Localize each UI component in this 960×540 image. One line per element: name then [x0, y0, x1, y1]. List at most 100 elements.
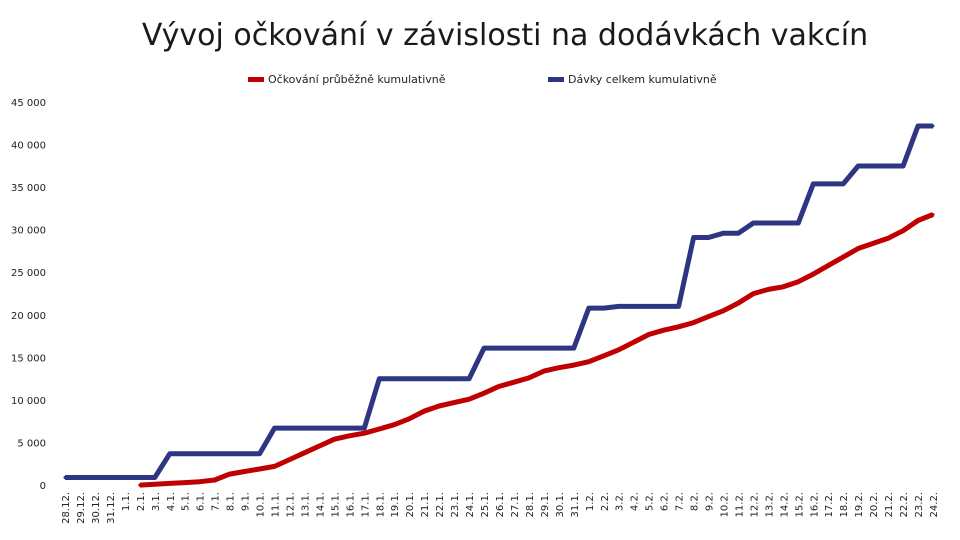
x-tick-label: 20.2. — [869, 492, 880, 517]
x-tick-label: 14.2. — [779, 492, 790, 517]
x-tick-label: 15.2. — [794, 492, 805, 517]
data-point — [347, 434, 351, 438]
data-point — [766, 221, 770, 225]
data-point — [931, 124, 935, 128]
x-tick-label: 28.12. — [61, 492, 72, 524]
data-point — [901, 229, 905, 233]
x-tick-label: 1.2. — [585, 492, 596, 511]
data-point — [422, 409, 426, 413]
x-tick-label: 23.2. — [914, 492, 925, 517]
series-line-doses — [65, 123, 933, 480]
data-point — [632, 304, 636, 308]
data-point — [168, 481, 172, 485]
y-tick-label: 35 000 — [11, 183, 46, 194]
data-point — [287, 426, 291, 430]
x-tick-label: 19.2. — [854, 492, 865, 517]
x-tick-label: 28.1. — [525, 492, 536, 517]
x-tick-label: 14.1. — [315, 492, 326, 517]
data-point — [273, 426, 277, 430]
data-point — [332, 437, 336, 441]
x-tick-label: 24.1. — [465, 492, 476, 517]
data-point — [467, 377, 471, 381]
x-tick-label: 3.2. — [615, 492, 626, 511]
x-tick-label: 11.1. — [271, 492, 282, 517]
data-point — [871, 241, 875, 245]
data-point — [841, 255, 845, 259]
data-point — [243, 452, 247, 456]
x-tick-label: 6.2. — [660, 492, 671, 511]
data-point — [886, 236, 890, 240]
chart-title: Vývoj očkování v závislosti na dodávkách… — [141, 18, 869, 53]
data-point — [138, 475, 142, 479]
data-point — [916, 124, 920, 128]
legend-swatch-doses — [548, 76, 564, 82]
y-tick-label: 0 — [40, 481, 46, 492]
data-point — [602, 354, 606, 358]
data-point — [707, 315, 711, 319]
x-tick-label: 21.2. — [884, 492, 895, 517]
data-point — [542, 346, 546, 350]
data-point — [317, 426, 321, 430]
data-point — [856, 247, 860, 251]
data-point — [78, 475, 82, 479]
data-point — [168, 452, 172, 456]
data-point — [228, 452, 232, 456]
data-point — [108, 475, 112, 479]
data-point — [542, 369, 546, 373]
x-tick-label: 12.2. — [749, 492, 760, 517]
data-point — [302, 426, 306, 430]
data-point — [183, 481, 187, 485]
data-point — [452, 401, 456, 405]
data-point — [736, 301, 740, 305]
data-point — [138, 483, 142, 487]
y-tick-label: 5 000 — [17, 438, 46, 449]
x-tick-label: 22.1. — [435, 492, 446, 517]
data-point — [736, 231, 740, 235]
data-point — [123, 475, 127, 479]
legend-label-doses: Dávky celkem kumulativně — [568, 72, 717, 86]
x-tick-label: 13.2. — [764, 492, 775, 517]
data-point — [377, 377, 381, 381]
data-point — [721, 309, 725, 313]
x-tick-label: 19.1. — [390, 492, 401, 517]
x-tick-label: 12.1. — [285, 492, 296, 517]
x-tick-label: 22.2. — [899, 492, 910, 517]
x-tick-label: 5.2. — [645, 492, 656, 511]
x-tick-label: 23.1. — [450, 492, 461, 517]
x-tick-label: 2.2. — [600, 492, 611, 511]
x-tick-label: 24.2. — [929, 492, 940, 517]
x-tick-label: 10.1. — [256, 492, 267, 517]
data-point — [811, 272, 815, 276]
data-point — [811, 182, 815, 186]
data-point — [377, 427, 381, 431]
data-point — [153, 475, 157, 479]
y-tick-label: 20 000 — [11, 311, 46, 322]
data-point — [497, 384, 501, 388]
x-tick-label: 16.2. — [809, 492, 820, 517]
data-point — [93, 475, 97, 479]
data-point — [677, 325, 681, 329]
x-tick-label: 31.12. — [106, 492, 117, 524]
x-tick-label: 11.2. — [734, 492, 745, 517]
data-point — [662, 328, 666, 332]
x-tick-label: 10.2. — [719, 492, 730, 517]
data-point — [931, 212, 935, 216]
legend-swatch-vaccinations — [248, 76, 264, 82]
data-point — [647, 304, 651, 308]
data-point — [557, 346, 561, 350]
x-tick-label: 4.1. — [166, 492, 177, 511]
y-tick-label: 10 000 — [11, 396, 46, 407]
data-point — [512, 346, 516, 350]
x-tick-label: 30.1. — [555, 492, 566, 517]
x-tick-label: 2.1. — [136, 492, 147, 511]
y-tick-label: 25 000 — [11, 268, 46, 279]
data-point — [273, 464, 277, 468]
series-line-vaccinations — [139, 212, 934, 488]
data-point — [647, 333, 651, 337]
data-point — [437, 377, 441, 381]
x-tick-label: 8.1. — [226, 492, 237, 511]
data-point — [916, 218, 920, 222]
data-point — [317, 444, 321, 448]
data-point — [63, 475, 67, 479]
x-tick-label: 7.1. — [211, 492, 222, 511]
